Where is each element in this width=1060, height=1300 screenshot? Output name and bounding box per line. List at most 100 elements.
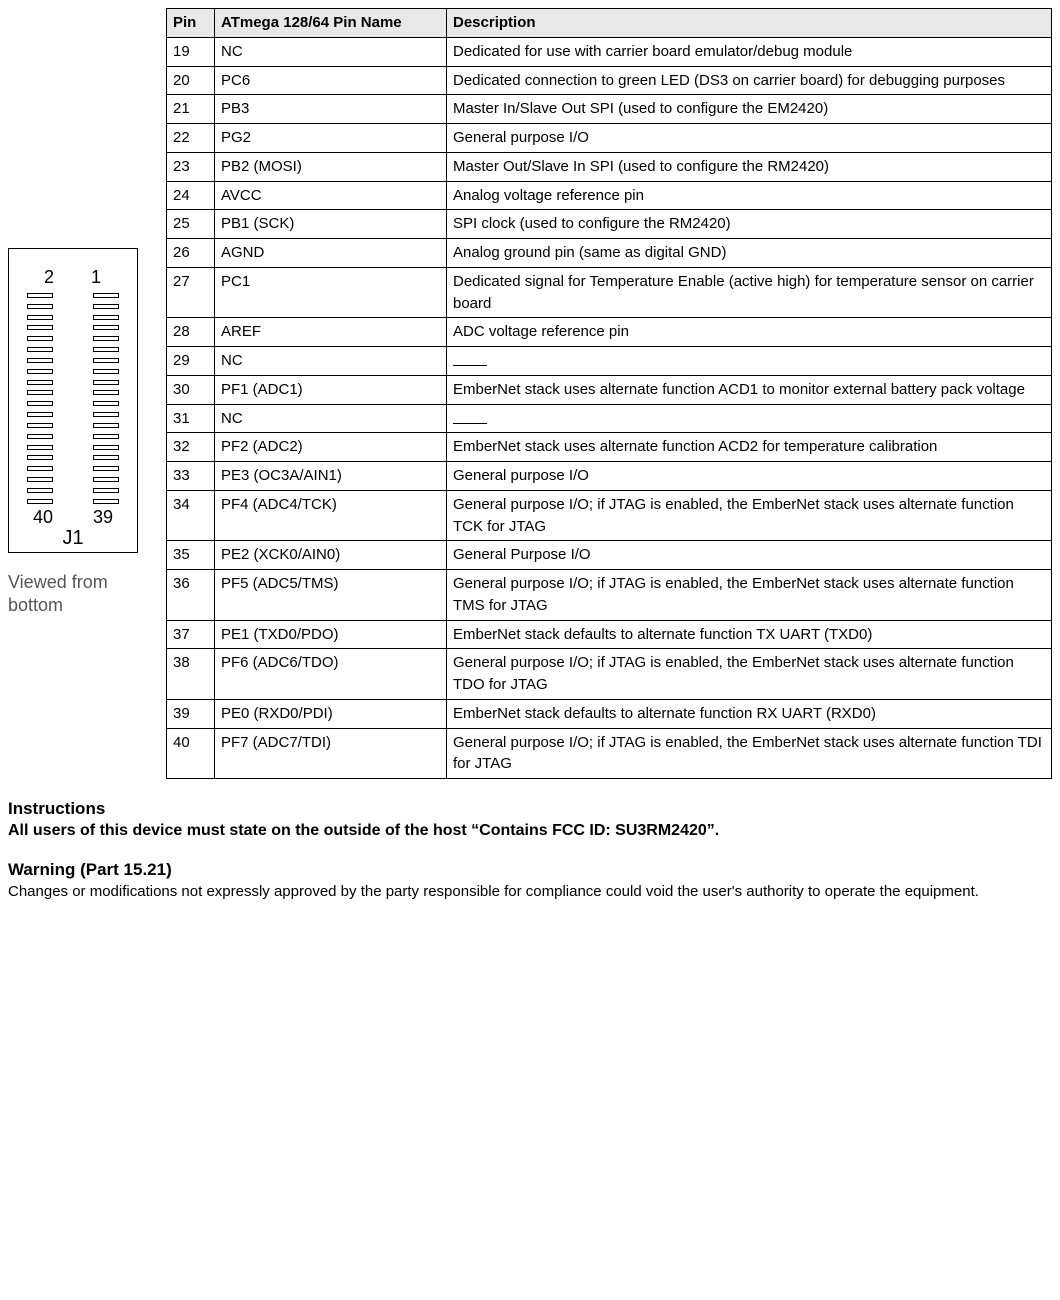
connector-pin-rect	[93, 488, 119, 493]
connector-pins-right	[93, 293, 119, 504]
cell-desc: General Purpose I/O	[447, 541, 1052, 570]
connector-pin-rect	[93, 293, 119, 298]
cell-desc	[447, 347, 1052, 376]
connector-pin-rect	[27, 380, 53, 385]
connector-pin-rect	[93, 390, 119, 395]
cell-pin: 31	[167, 404, 215, 433]
cell-pin: 36	[167, 570, 215, 621]
table-row: 28AREFADC voltage reference pin	[167, 318, 1052, 347]
cell-pin: 29	[167, 347, 215, 376]
pin-table: 19NCDedicated for use with carrier board…	[166, 8, 1052, 779]
cell-desc	[447, 404, 1052, 433]
cell-name: PF4 (ADC4/TCK)	[215, 490, 447, 541]
connector-pin-rect	[27, 401, 53, 406]
cell-desc: Dedicated for use with carrier board emu…	[447, 37, 1052, 66]
cell-desc: EmberNet stack uses alternate function A…	[447, 433, 1052, 462]
cell-name: PB3	[215, 95, 447, 124]
cell-pin: 37	[167, 620, 215, 649]
connector-pin-rect	[93, 434, 119, 439]
cell-name: PF5 (ADC5/TMS)	[215, 570, 447, 621]
cell-name: PC1	[215, 267, 447, 318]
cell-pin: 22	[167, 124, 215, 153]
cell-pin: 26	[167, 239, 215, 268]
connector-pin-rect	[93, 423, 119, 428]
cell-pin: 21	[167, 95, 215, 124]
cell-name: PF1 (ADC1)	[215, 375, 447, 404]
connector-pin-rect	[93, 401, 119, 406]
connector-pin-rect	[93, 499, 119, 504]
connector-pin-rect	[27, 369, 53, 374]
connector-diagram: 2 1 40 39 J1	[8, 248, 138, 553]
table-row: 40PF7 (ADC7/TDI)General purpose I/O; if …	[167, 728, 1052, 779]
table-row: 36PF5 (ADC5/TMS)General purpose I/O; if …	[167, 570, 1052, 621]
dash-icon	[453, 423, 487, 424]
cell-name: PF6 (ADC6/TDO)	[215, 649, 447, 700]
cell-desc: Analog voltage reference pin	[447, 181, 1052, 210]
cell-desc: EmberNet stack defaults to alternate fun…	[447, 699, 1052, 728]
table-row: 27PC1Dedicated signal for Temperature En…	[167, 267, 1052, 318]
cell-desc: General purpose I/O; if JTAG is enabled,…	[447, 490, 1052, 541]
connector-pin-rect	[93, 325, 119, 330]
table-row: 39PE0 (RXD0/PDI)EmberNet stack defaults …	[167, 699, 1052, 728]
cell-name: PF7 (ADC7/TDI)	[215, 728, 447, 779]
connector-pin-rect	[93, 358, 119, 363]
table-row: 23PB2 (MOSI)Master Out/Slave In SPI (use…	[167, 152, 1052, 181]
cell-desc: SPI clock (used to configure the RM2420)	[447, 210, 1052, 239]
cell-name: PG2	[215, 124, 447, 153]
connector-pin-rect	[27, 423, 53, 428]
connector-pin-1-label: 1	[91, 267, 101, 288]
connector-pin-rect	[27, 390, 53, 395]
connector-pin-rect	[93, 477, 119, 482]
connector-pin-rect	[27, 445, 53, 450]
cell-name: NC	[215, 404, 447, 433]
cell-desc: Master Out/Slave In SPI (used to configu…	[447, 152, 1052, 181]
connector-pin-rect	[27, 336, 53, 341]
connector-pin-rect	[27, 455, 53, 460]
cell-name: NC	[215, 37, 447, 66]
right-column: 19NCDedicated for use with carrier board…	[166, 8, 1052, 779]
cell-pin: 25	[167, 210, 215, 239]
connector-pin-rect	[93, 445, 119, 450]
connector-pin-40-label: 40	[33, 507, 53, 528]
warning-heading: Warning (Part 15.21)	[8, 860, 1052, 880]
table-row: 38PF6 (ADC6/TDO)General purpose I/O; if …	[167, 649, 1052, 700]
diagram-caption: Viewed from bottom	[8, 571, 158, 618]
connector-pin-rect	[27, 325, 53, 330]
cell-pin: 33	[167, 462, 215, 491]
table-row: 20PC6Dedicated connection to green LED (…	[167, 66, 1052, 95]
table-row: 26AGNDAnalog ground pin (same as digital…	[167, 239, 1052, 268]
connector-pin-rect	[27, 434, 53, 439]
table-header-row: Pin ATmega 128/64 Pin Name Description	[167, 9, 1052, 38]
cell-desc: General purpose I/O; if JTAG is enabled,…	[447, 649, 1052, 700]
cell-pin: 28	[167, 318, 215, 347]
table-row: 19NCDedicated for use with carrier board…	[167, 37, 1052, 66]
cell-desc: EmberNet stack uses alternate function A…	[447, 375, 1052, 404]
footer: Instructions All users of this device mu…	[8, 799, 1052, 901]
cell-name: PE0 (RXD0/PDI)	[215, 699, 447, 728]
cell-pin: 35	[167, 541, 215, 570]
cell-pin: 34	[167, 490, 215, 541]
cell-desc: EmberNet stack defaults to alternate fun…	[447, 620, 1052, 649]
connector-pin-39-label: 39	[93, 507, 113, 528]
instructions-heading: Instructions	[8, 799, 1052, 819]
cell-name: AGND	[215, 239, 447, 268]
cell-desc: General purpose I/O; if JTAG is enabled,…	[447, 728, 1052, 779]
cell-name: PC6	[215, 66, 447, 95]
connector-pin-rect	[27, 293, 53, 298]
table-row: 29NC	[167, 347, 1052, 376]
cell-pin: 40	[167, 728, 215, 779]
cell-name: PE3 (OC3A/AIN1)	[215, 462, 447, 491]
connector-pin-rect	[27, 488, 53, 493]
cell-desc: General purpose I/O	[447, 462, 1052, 491]
cell-desc: General purpose I/O	[447, 124, 1052, 153]
connector-pin-rect	[93, 466, 119, 471]
connector-pin-rect	[93, 304, 119, 309]
table-row: 33PE3 (OC3A/AIN1)General purpose I/O	[167, 462, 1052, 491]
cell-desc: Master In/Slave Out SPI (used to configu…	[447, 95, 1052, 124]
connector-pin-rect	[27, 358, 53, 363]
table-row: 31NC	[167, 404, 1052, 433]
dash-icon	[453, 365, 487, 366]
table-row: 32PF2 (ADC2)EmberNet stack uses alternat…	[167, 433, 1052, 462]
cell-name: AREF	[215, 318, 447, 347]
cell-name: PE2 (XCK0/AIN0)	[215, 541, 447, 570]
